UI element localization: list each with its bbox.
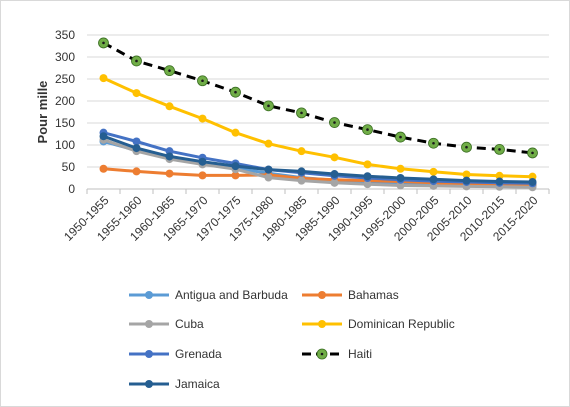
data-point xyxy=(396,164,405,173)
data-point xyxy=(396,181,405,190)
series-haiti xyxy=(98,37,538,159)
data-point-center xyxy=(267,104,270,108)
data-point-center xyxy=(399,135,402,139)
legend-item-dominican-republic: Dominican Republic xyxy=(302,317,455,331)
y-tick-label: 250 xyxy=(55,72,75,86)
legend-label: Grenada xyxy=(175,347,222,361)
series-line xyxy=(103,167,533,187)
y-tick-label: 0 xyxy=(68,182,75,196)
data-point xyxy=(363,172,372,181)
series-line xyxy=(102,134,533,184)
legend-label: Jamaica xyxy=(175,377,220,391)
data-point xyxy=(198,171,207,180)
data-point xyxy=(264,165,273,174)
y-tick-label: 300 xyxy=(55,50,75,64)
data-point xyxy=(297,147,306,156)
data-point-center xyxy=(465,145,468,149)
y-tick-label: 50 xyxy=(62,160,76,174)
legend-swatch-marker xyxy=(145,380,153,388)
data-point-center xyxy=(102,41,105,45)
data-point xyxy=(462,176,471,185)
data-point-center xyxy=(201,79,204,83)
data-point xyxy=(297,176,306,185)
data-point xyxy=(363,160,372,169)
legend-label: Cuba xyxy=(175,317,204,331)
legend: Antigua and Barbuda Bahamas Cuba Dominican … xyxy=(129,288,455,391)
data-point-center xyxy=(168,69,171,72)
legend-label: Dominican Republic xyxy=(348,317,455,331)
series-line xyxy=(103,138,533,189)
data-point xyxy=(297,167,306,176)
data-point xyxy=(99,164,108,173)
data-point xyxy=(132,137,141,146)
data-point-center xyxy=(300,111,303,115)
legend-label: Haiti xyxy=(348,347,372,361)
data-point xyxy=(231,162,240,171)
data-point xyxy=(495,171,504,180)
data-point-center xyxy=(531,151,534,155)
legend-item-bahamas: Bahamas xyxy=(302,288,399,302)
data-point xyxy=(198,157,207,166)
data-point xyxy=(165,152,174,161)
series-line xyxy=(102,41,533,155)
legend-swatch-marker xyxy=(145,350,153,358)
legend-item-cuba: Cuba xyxy=(129,317,204,331)
data-point xyxy=(495,177,504,186)
data-point xyxy=(396,174,405,182)
data-point-center xyxy=(498,148,501,151)
data-point-center xyxy=(333,121,336,124)
y-tick-label: 100 xyxy=(55,138,75,152)
data-point-center xyxy=(366,128,369,131)
legend-item-antigua-and-barbuda: Antigua and Barbuda xyxy=(129,288,288,302)
legend-item-jamaica: Jamaica xyxy=(129,377,220,391)
series-jamaica xyxy=(99,132,537,186)
data-point xyxy=(528,177,537,186)
data-point xyxy=(99,74,108,83)
gridlines xyxy=(87,34,549,168)
data-point xyxy=(198,114,207,123)
data-point xyxy=(165,169,174,178)
data-point xyxy=(165,102,174,111)
data-point-center xyxy=(135,59,138,63)
data-point xyxy=(231,171,240,180)
data-point xyxy=(264,139,273,148)
y-tick-label: 150 xyxy=(55,116,75,130)
series-lines xyxy=(98,37,538,192)
legend-label: Antigua and Barbuda xyxy=(175,288,288,302)
data-point xyxy=(264,173,273,182)
legend-swatch-marker xyxy=(145,320,153,328)
y-tick-label: 350 xyxy=(55,28,75,42)
data-point xyxy=(231,128,240,137)
data-point xyxy=(330,170,339,179)
data-point-center xyxy=(234,90,237,94)
legend-item-haiti: Haiti xyxy=(302,347,372,361)
legend-swatch-marker xyxy=(145,291,153,299)
axes: 0501001502002503003501950-19551955-19601… xyxy=(55,28,550,244)
data-point xyxy=(363,180,372,189)
data-point xyxy=(330,153,339,162)
data-point xyxy=(132,144,141,153)
data-point xyxy=(330,178,339,187)
data-point xyxy=(462,170,471,179)
legend-label: Bahamas xyxy=(348,288,399,302)
series-cuba xyxy=(99,135,537,192)
legend-swatch-marker-center xyxy=(320,352,324,356)
legend-item-grenada: Grenada xyxy=(129,347,222,361)
data-point xyxy=(429,167,438,176)
data-point xyxy=(99,132,108,141)
data-point xyxy=(132,167,141,176)
y-tick-label: 200 xyxy=(55,94,75,108)
legend-swatch-marker xyxy=(318,320,326,328)
y-axis-label: Pour mille xyxy=(35,81,50,144)
series-line xyxy=(102,76,533,179)
series-dominican-republic xyxy=(99,74,537,181)
legend-swatch-marker xyxy=(318,291,326,299)
data-point-center xyxy=(432,141,435,145)
data-point xyxy=(132,89,141,98)
data-point xyxy=(429,175,438,184)
